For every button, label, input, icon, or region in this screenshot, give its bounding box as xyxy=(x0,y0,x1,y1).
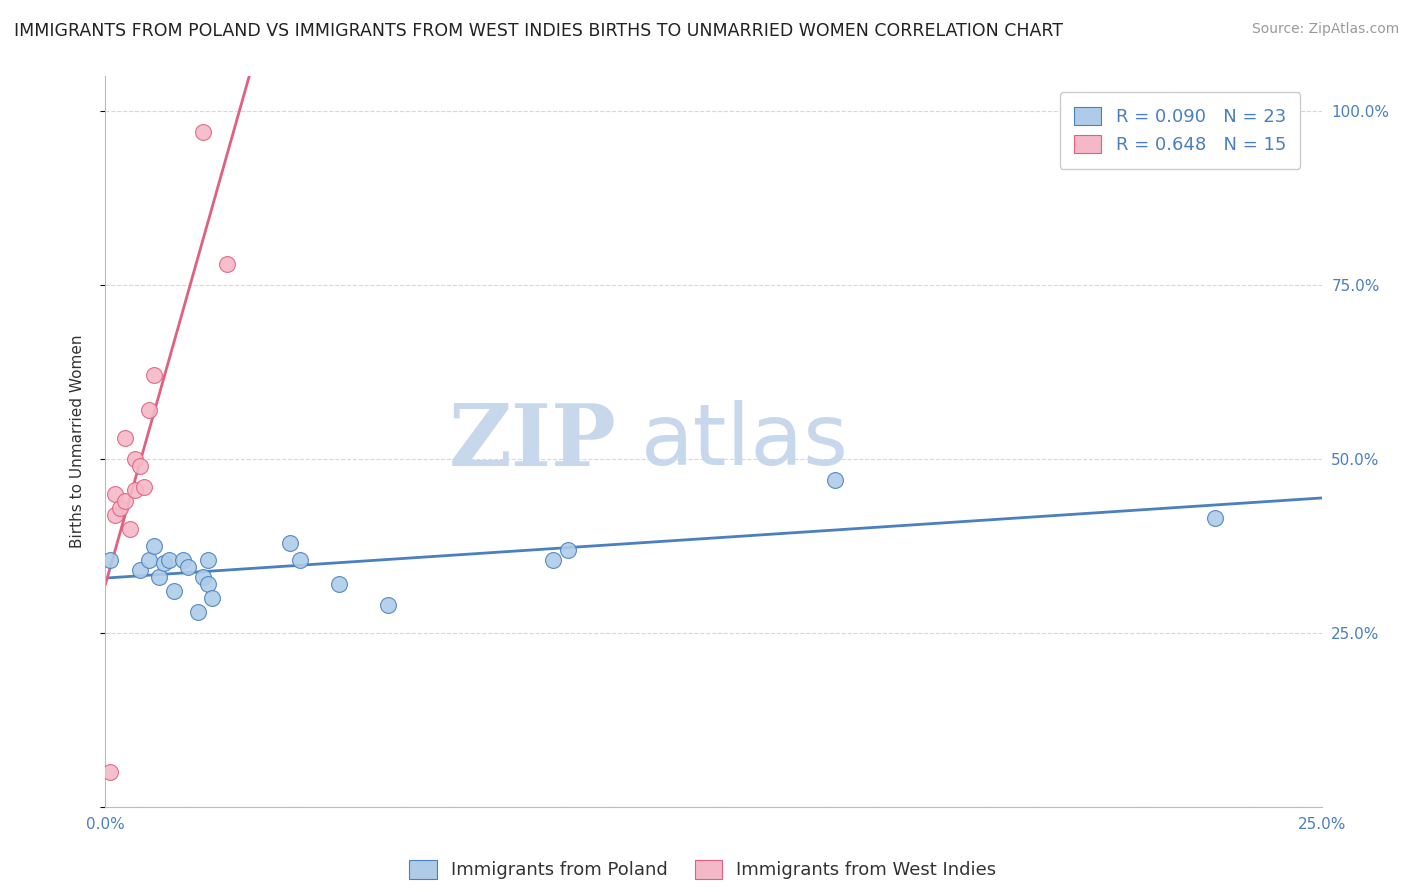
Y-axis label: Births to Unmarried Women: Births to Unmarried Women xyxy=(70,334,84,549)
Point xyxy=(143,368,166,383)
Point xyxy=(108,500,131,515)
Point xyxy=(114,431,136,445)
Text: atlas: atlas xyxy=(641,400,849,483)
Point xyxy=(128,458,150,473)
Point xyxy=(177,560,200,574)
Legend: Immigrants from Poland, Immigrants from West Indies: Immigrants from Poland, Immigrants from … xyxy=(402,853,1004,887)
Point xyxy=(278,535,301,549)
Point xyxy=(197,577,219,591)
Text: ZIP: ZIP xyxy=(449,400,616,483)
Point xyxy=(114,493,136,508)
Point xyxy=(217,257,239,271)
Point xyxy=(98,553,121,567)
Point xyxy=(197,553,219,567)
Point xyxy=(328,577,350,591)
Point xyxy=(1204,511,1226,525)
Point xyxy=(143,539,166,553)
Point xyxy=(157,553,180,567)
Legend: R = 0.090   N = 23, R = 0.648   N = 15: R = 0.090 N = 23, R = 0.648 N = 15 xyxy=(1060,92,1301,169)
Point xyxy=(201,591,224,606)
Point xyxy=(557,542,579,557)
Text: IMMIGRANTS FROM POLAND VS IMMIGRANTS FROM WEST INDIES BIRTHS TO UNMARRIED WOMEN : IMMIGRANTS FROM POLAND VS IMMIGRANTS FRO… xyxy=(14,22,1063,40)
Point xyxy=(162,584,184,599)
Point xyxy=(104,508,127,522)
Text: Source: ZipAtlas.com: Source: ZipAtlas.com xyxy=(1251,22,1399,37)
Point xyxy=(541,553,564,567)
Point xyxy=(124,483,146,498)
Point xyxy=(118,522,141,536)
Point xyxy=(148,570,170,584)
Point xyxy=(191,124,214,138)
Point xyxy=(172,553,194,567)
Point xyxy=(104,487,127,501)
Point xyxy=(124,452,146,467)
Point xyxy=(191,570,214,584)
Point xyxy=(98,765,121,780)
Point xyxy=(824,473,846,487)
Point xyxy=(288,553,311,567)
Point xyxy=(128,563,150,577)
Point xyxy=(187,605,209,619)
Point xyxy=(134,480,156,494)
Point xyxy=(153,557,176,571)
Point xyxy=(138,553,160,567)
Point xyxy=(138,403,160,417)
Point xyxy=(377,599,399,613)
